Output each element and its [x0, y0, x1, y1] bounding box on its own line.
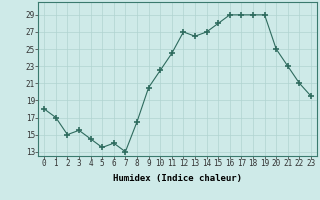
X-axis label: Humidex (Indice chaleur): Humidex (Indice chaleur) — [113, 174, 242, 183]
